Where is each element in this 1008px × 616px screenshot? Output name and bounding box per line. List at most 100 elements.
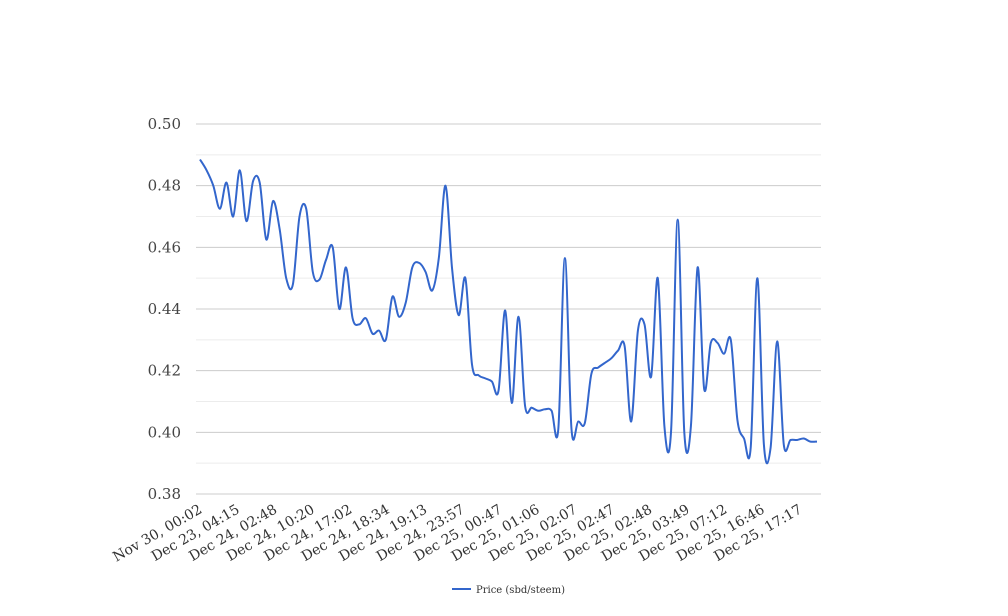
data-point[interactable] [403, 300, 409, 306]
data-point[interactable] [224, 180, 230, 186]
data-point[interactable] [728, 337, 734, 343]
data-point[interactable] [310, 269, 316, 275]
data-point[interactable] [489, 379, 495, 385]
data-point[interactable] [655, 275, 661, 281]
data-point[interactable] [602, 360, 608, 366]
data-point[interactable] [675, 217, 681, 223]
chart-legend[interactable]: Price (sbd/steem) [452, 585, 565, 596]
data-point[interactable] [443, 183, 449, 189]
data-point[interactable] [588, 371, 594, 377]
data-point[interactable] [701, 386, 707, 392]
data-point[interactable] [423, 269, 429, 275]
data-point[interactable] [807, 439, 813, 445]
y-tick-label: 0.50 [148, 115, 181, 133]
data-point[interactable] [197, 157, 203, 163]
data-point[interactable] [283, 275, 289, 281]
data-point[interactable] [522, 403, 528, 409]
data-point[interactable] [429, 288, 435, 294]
data-point[interactable] [768, 445, 774, 451]
data-point[interactable] [542, 406, 548, 412]
data-point[interactable] [396, 314, 402, 320]
data-point[interactable] [243, 218, 249, 224]
data-point[interactable] [509, 400, 515, 406]
data-point[interactable] [277, 226, 283, 232]
data-point[interactable] [449, 266, 455, 272]
data-point[interactable] [370, 331, 376, 337]
data-point[interactable] [409, 264, 415, 270]
data-point[interactable] [270, 198, 276, 204]
data-point[interactable] [436, 255, 442, 261]
data-point[interactable] [748, 445, 754, 451]
data-point[interactable] [569, 426, 575, 432]
data-point[interactable] [549, 408, 555, 414]
data-point[interactable] [462, 275, 468, 281]
data-point[interactable] [303, 206, 309, 212]
data-point[interactable] [555, 426, 561, 432]
data-point[interactable] [695, 264, 701, 270]
data-point[interactable] [635, 328, 641, 334]
data-point[interactable] [801, 436, 807, 442]
data-point[interactable] [622, 343, 628, 349]
data-point[interactable] [356, 321, 362, 327]
data-point[interactable] [721, 351, 727, 357]
data-point[interactable] [562, 255, 568, 261]
data-point[interactable] [535, 408, 541, 414]
data-point[interactable] [628, 419, 634, 425]
data-point[interactable] [688, 423, 694, 429]
data-point[interactable] [210, 183, 216, 189]
data-point[interactable] [754, 275, 760, 281]
data-point[interactable] [217, 206, 223, 212]
data-point[interactable] [642, 321, 648, 327]
data-point[interactable] [469, 362, 475, 368]
data-point[interactable] [456, 312, 462, 318]
data-point[interactable] [516, 314, 522, 320]
data-point[interactable] [648, 374, 654, 380]
data-point[interactable] [476, 372, 482, 378]
data-point[interactable] [290, 281, 296, 287]
data-point[interactable] [230, 214, 236, 220]
data-point[interactable] [761, 442, 767, 448]
data-point[interactable] [734, 417, 740, 423]
data-point[interactable] [582, 420, 588, 426]
data-point[interactable] [237, 167, 243, 173]
data-point[interactable] [323, 257, 329, 263]
data-point[interactable] [416, 260, 422, 266]
series-line-price [199, 158, 818, 465]
data-point[interactable] [681, 429, 687, 435]
data-point[interactable] [595, 365, 601, 371]
data-point[interactable] [482, 375, 488, 381]
data-point[interactable] [788, 437, 794, 443]
data-point[interactable] [741, 436, 747, 442]
data-point[interactable] [529, 405, 535, 411]
data-point[interactable] [376, 328, 382, 334]
data-point[interactable] [794, 437, 800, 443]
data-point[interactable] [257, 180, 263, 186]
data-point[interactable] [336, 306, 342, 312]
data-point[interactable] [389, 294, 395, 300]
data-point[interactable] [330, 244, 336, 250]
data-point[interactable] [383, 337, 389, 343]
data-point[interactable] [250, 178, 256, 184]
y-tick-label: 0.40 [148, 423, 181, 441]
data-point[interactable] [204, 167, 210, 173]
data-point[interactable] [502, 308, 508, 314]
data-point[interactable] [263, 237, 269, 243]
data-point[interactable] [708, 340, 714, 346]
data-point[interactable] [350, 315, 356, 321]
data-point[interactable] [608, 355, 614, 361]
data-point[interactable] [343, 264, 349, 270]
data-point[interactable] [668, 429, 674, 435]
data-point[interactable] [781, 442, 787, 448]
y-axis-tick-labels: 0.38 0.40 0.42 0.44 0.46 0.48 0.50 [148, 115, 181, 503]
data-point[interactable] [496, 388, 502, 394]
data-point[interactable] [363, 315, 369, 321]
data-point[interactable] [715, 340, 721, 346]
data-point[interactable] [575, 419, 581, 425]
data-point[interactable] [297, 214, 303, 220]
data-point[interactable] [661, 423, 667, 429]
data-point[interactable] [316, 277, 322, 283]
data-point[interactable] [814, 439, 820, 445]
data-point[interactable] [774, 338, 780, 344]
data-point[interactable] [615, 348, 621, 354]
